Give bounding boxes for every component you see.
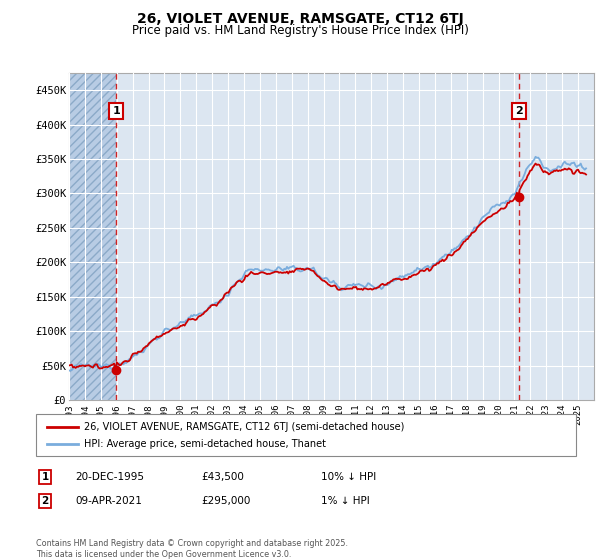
Text: 2: 2: [41, 496, 49, 506]
Text: 20-DEC-1995: 20-DEC-1995: [75, 472, 144, 482]
Text: 1: 1: [41, 472, 49, 482]
Text: 10% ↓ HPI: 10% ↓ HPI: [321, 472, 376, 482]
Text: 09-APR-2021: 09-APR-2021: [75, 496, 142, 506]
Text: £295,000: £295,000: [201, 496, 250, 506]
Text: £43,500: £43,500: [201, 472, 244, 482]
Text: Contains HM Land Registry data © Crown copyright and database right 2025.
This d: Contains HM Land Registry data © Crown c…: [36, 539, 348, 559]
Text: 2: 2: [515, 106, 523, 116]
Text: 1: 1: [112, 106, 120, 116]
Bar: [69, 73, 116, 400]
Text: HPI: Average price, semi-detached house, Thanet: HPI: Average price, semi-detached house,…: [84, 439, 326, 449]
Text: Price paid vs. HM Land Registry's House Price Index (HPI): Price paid vs. HM Land Registry's House …: [131, 24, 469, 37]
Text: 26, VIOLET AVENUE, RAMSGATE, CT12 6TJ (semi-detached house): 26, VIOLET AVENUE, RAMSGATE, CT12 6TJ (s…: [84, 422, 404, 432]
Text: 26, VIOLET AVENUE, RAMSGATE, CT12 6TJ: 26, VIOLET AVENUE, RAMSGATE, CT12 6TJ: [137, 12, 463, 26]
Text: 1% ↓ HPI: 1% ↓ HPI: [321, 496, 370, 506]
